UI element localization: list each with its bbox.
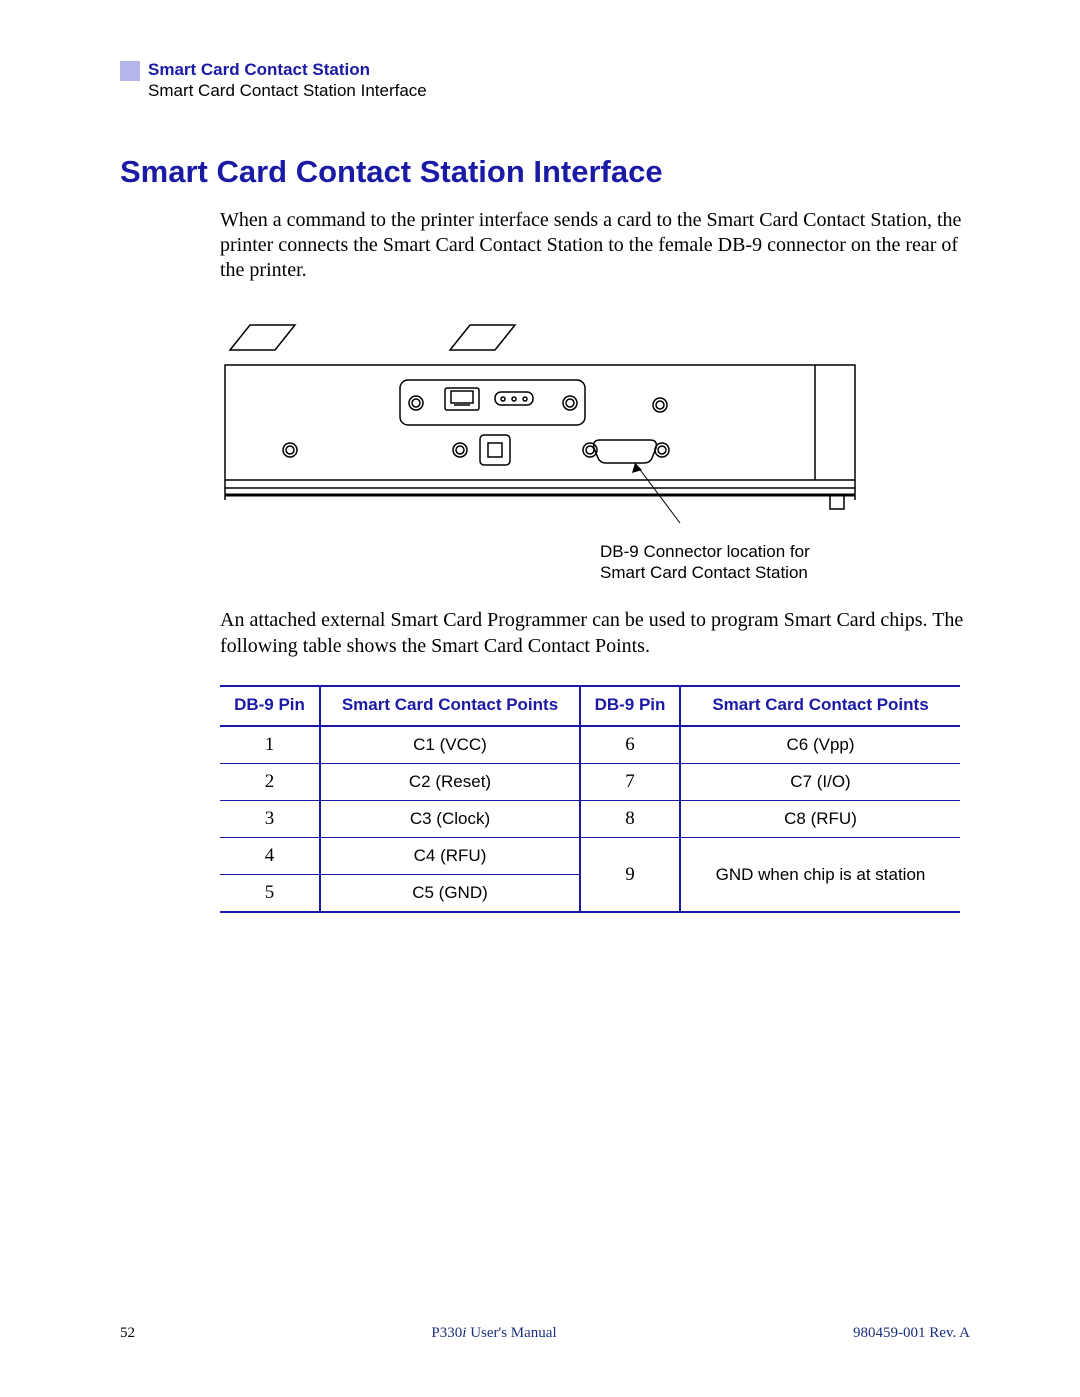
cell-point-a: C1 (VCC) <box>320 726 580 764</box>
cell-pin-b: 7 <box>580 764 680 801</box>
cell-pin-a: 1 <box>220 726 320 764</box>
cell-pin-a: 4 <box>220 838 320 875</box>
cell-point-a: C2 (Reset) <box>320 764 580 801</box>
figure-caption: DB-9 Connector location for Smart Card C… <box>120 541 970 583</box>
table-row: 2 C2 (Reset) 7 C7 (I/O) <box>220 764 960 801</box>
printer-rear-diagram-icon <box>220 305 860 535</box>
col-header-points-b: Smart Card Contact Points <box>680 686 960 726</box>
cell-point-b: C7 (I/O) <box>680 764 960 801</box>
footer-manual-title: P330i User's Manual <box>431 1325 556 1342</box>
page-heading: Smart Card Contact Station Interface <box>120 154 970 190</box>
cell-point-b: GND when chip is at station <box>680 838 960 913</box>
cell-point-a: C3 (Clock) <box>320 801 580 838</box>
cell-point-a: C4 (RFU) <box>320 838 580 875</box>
cell-pin-b: 9 <box>580 838 680 913</box>
cell-pin-a: 2 <box>220 764 320 801</box>
table-header-row: DB-9 Pin Smart Card Contact Points DB-9 … <box>220 686 960 726</box>
cell-pin-a: 5 <box>220 875 320 913</box>
cell-point-b: C8 (RFU) <box>680 801 960 838</box>
col-header-points-a: Smart Card Contact Points <box>320 686 580 726</box>
figure-caption-line2: Smart Card Contact Station <box>600 562 810 583</box>
figure-caption-line1: DB-9 Connector location for <box>600 541 810 562</box>
col-header-db9-b: DB-9 Pin <box>580 686 680 726</box>
cell-pin-b: 8 <box>580 801 680 838</box>
cell-point-b: C6 (Vpp) <box>680 726 960 764</box>
running-header: Smart Card Contact Station Smart Card Co… <box>120 60 970 102</box>
printer-rear-figure <box>120 305 970 535</box>
footer-manual-suffix: User's Manual <box>466 1325 556 1341</box>
footer-manual-prefix: P330 <box>431 1325 462 1341</box>
footer-revision: 980459-001 Rev. A <box>853 1325 970 1342</box>
second-paragraph: An attached external Smart Card Programm… <box>120 607 970 659</box>
header-text-group: Smart Card Contact Station Smart Card Co… <box>148 60 427 102</box>
header-accent-block <box>120 61 140 81</box>
header-section-title: Smart Card Contact Station <box>148 60 427 80</box>
table-row: 3 C3 (Clock) 8 C8 (RFU) <box>220 801 960 838</box>
table-row: 1 C1 (VCC) 6 C6 (Vpp) <box>220 726 960 764</box>
table-row: 4 C4 (RFU) 9 GND when chip is at station <box>220 838 960 875</box>
col-header-db9-a: DB-9 Pin <box>220 686 320 726</box>
cell-pin-a: 3 <box>220 801 320 838</box>
document-page: Smart Card Contact Station Smart Card Co… <box>0 0 1080 1397</box>
footer-page-number: 52 <box>120 1325 135 1342</box>
cell-pin-b: 6 <box>580 726 680 764</box>
header-subsection-title: Smart Card Contact Station Interface <box>148 80 427 102</box>
page-footer: 52 P330i User's Manual 980459-001 Rev. A <box>120 1325 970 1342</box>
contact-points-table: DB-9 Pin Smart Card Contact Points DB-9 … <box>120 685 970 913</box>
intro-paragraph: When a command to the printer interface … <box>120 208 970 283</box>
cell-point-a: C5 (GND) <box>320 875 580 913</box>
